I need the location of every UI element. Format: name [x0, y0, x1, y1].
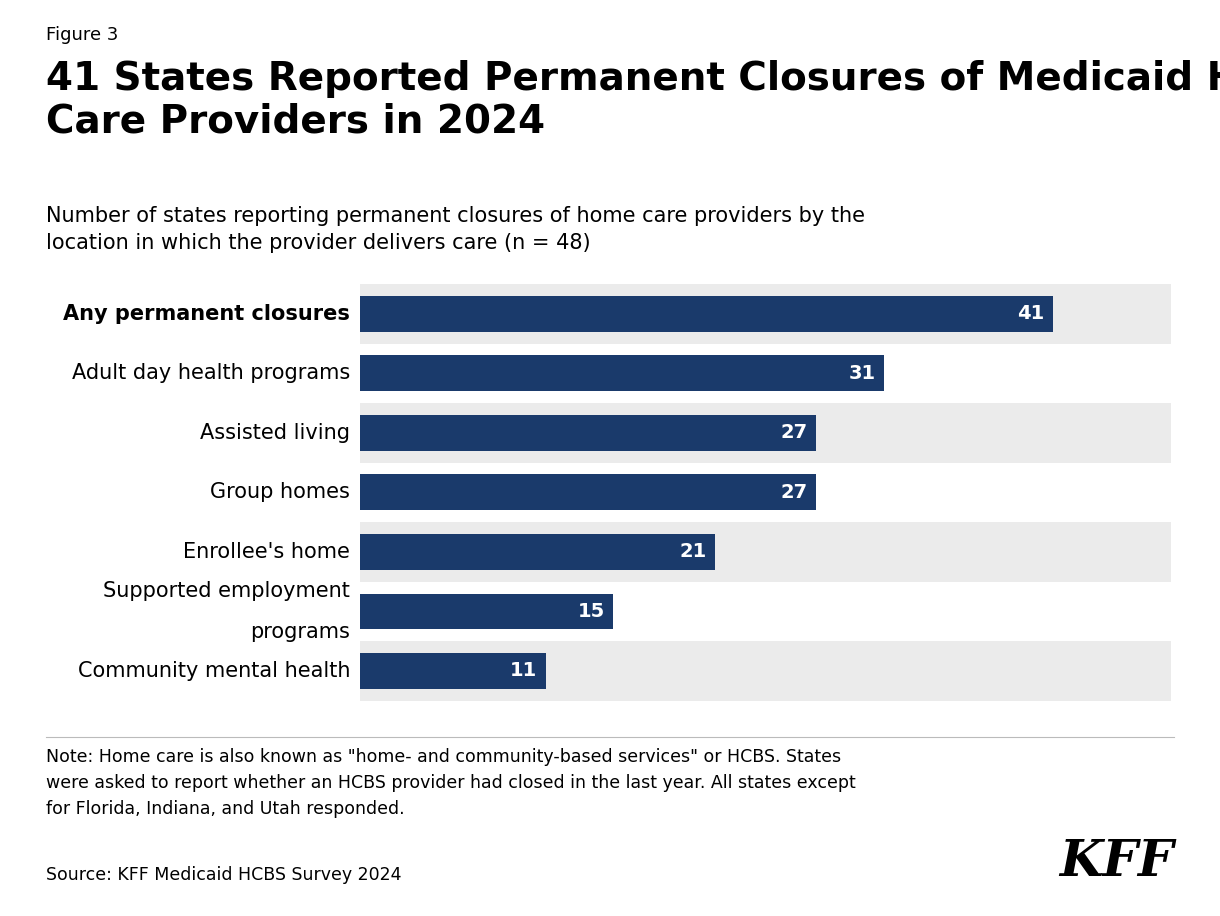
Text: KFF: KFF [1059, 838, 1174, 887]
Bar [360, 344, 1171, 403]
Text: 41: 41 [1017, 304, 1044, 323]
Text: Figure 3: Figure 3 [46, 26, 118, 44]
Text: Enrollee's home: Enrollee's home [183, 542, 350, 562]
Text: Note: Home care is also known as "home- and community-based services" or HCBS. S: Note: Home care is also known as "home- … [46, 748, 856, 818]
Text: 11: 11 [510, 661, 537, 681]
Text: 41 States Reported Permanent Closures of Medicaid Home
Care Providers in 2024: 41 States Reported Permanent Closures of… [46, 60, 1220, 140]
Bar [360, 653, 545, 689]
Text: Community mental health: Community mental health [78, 661, 350, 681]
Text: 31: 31 [848, 364, 876, 383]
Bar [360, 474, 816, 510]
Text: Assisted living: Assisted living [200, 423, 350, 442]
Text: Any permanent closures: Any permanent closures [63, 304, 350, 323]
Bar [360, 594, 614, 629]
Bar [360, 296, 1053, 332]
Bar [360, 284, 1171, 344]
Bar [360, 534, 715, 570]
Bar [360, 415, 816, 451]
Bar [360, 582, 1171, 641]
Text: programs: programs [250, 622, 350, 641]
Text: Group homes: Group homes [210, 483, 350, 502]
Text: Adult day health programs: Adult day health programs [72, 364, 350, 383]
Bar [360, 403, 1171, 463]
Bar [360, 522, 1171, 582]
Bar [360, 355, 883, 391]
Text: 15: 15 [578, 602, 605, 621]
Text: Number of states reporting permanent closures of home care providers by the
loca: Number of states reporting permanent clo… [46, 206, 865, 254]
Text: Supported employment: Supported employment [104, 582, 350, 601]
Text: 27: 27 [781, 423, 808, 442]
Bar [360, 463, 1171, 522]
Bar [360, 641, 1171, 701]
Text: 27: 27 [781, 483, 808, 502]
Text: 21: 21 [680, 542, 706, 562]
Text: Source: KFF Medicaid HCBS Survey 2024: Source: KFF Medicaid HCBS Survey 2024 [46, 866, 401, 884]
